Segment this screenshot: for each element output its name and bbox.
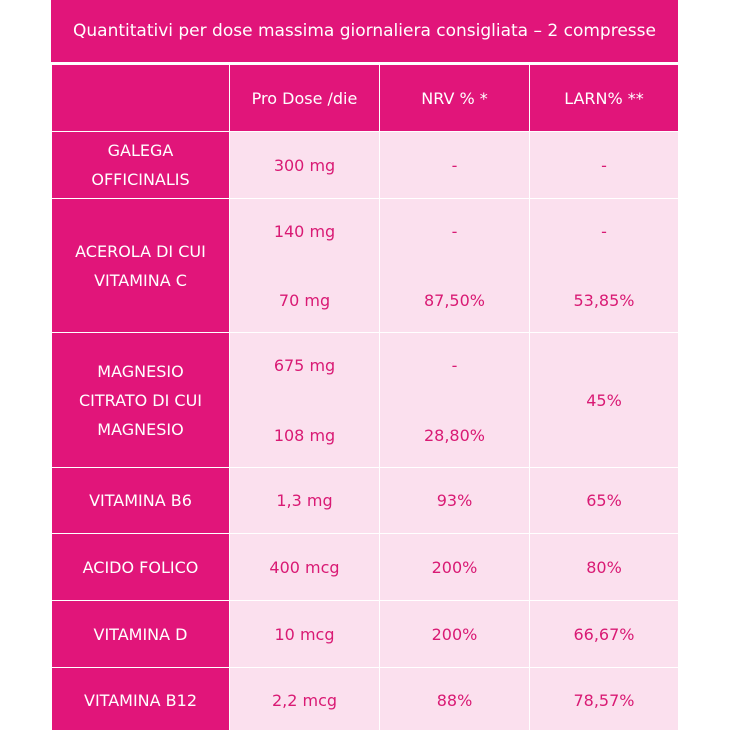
table-row: ACEROLA DI CUI VITAMINA C 140 mg 70 mg -… [51, 198, 678, 333]
larn-cell: - [529, 131, 678, 199]
dose-cell: 2,2 mcg [229, 667, 380, 730]
larn-cell: 66,67% [529, 600, 678, 668]
dose-cell: 675 mg 108 mg [229, 332, 380, 468]
dose-cell: 300 mg [229, 131, 380, 199]
larn-cell: 78,57% [529, 667, 678, 730]
header-dose: Pro Dose /die [229, 64, 380, 132]
nrv-cell: 88% [379, 667, 530, 730]
row-label: ACIDO FOLICO [51, 533, 230, 601]
row-label: ACEROLA DI CUI VITAMINA C [51, 198, 230, 333]
row-label: VITAMINA D [51, 600, 230, 668]
header-nrv: NRV % * [379, 64, 530, 132]
row-label: GALEGA OFFICINALIS [51, 131, 230, 199]
dose-cell: 400 mcg [229, 533, 380, 601]
nrv-cell: - [379, 131, 530, 199]
table-caption: Quantitativi per dose massima giornalier… [51, 0, 678, 64]
row-label: VITAMINA B6 [51, 467, 230, 534]
dose-cell: 1,3 mg [229, 467, 380, 534]
nrv-cell: 93% [379, 467, 530, 534]
nrv-cell: 200% [379, 533, 530, 601]
nutrition-table: Pro Dose /die NRV % * LARN% ** GALEGA OF… [51, 64, 678, 730]
header-empty [51, 64, 230, 132]
header-row: Pro Dose /die NRV % * LARN% ** [51, 64, 678, 132]
table-row: GALEGA OFFICINALIS 300 mg - - [51, 131, 678, 199]
nrv-cell: 200% [379, 600, 530, 668]
nrv-cell: - 28,80% [379, 332, 530, 468]
larn-cell: 80% [529, 533, 678, 601]
dose-cell: 140 mg 70 mg [229, 198, 380, 333]
row-label: MAGNESIO CITRATO DI CUI MAGNESIO [51, 332, 230, 468]
table-row: VITAMINA B6 1,3 mg 93% 65% [51, 467, 678, 534]
nutrition-table-container: Quantitativi per dose massima giornalier… [51, 0, 678, 730]
table-row: VITAMINA B12 2,2 mcg 88% 78,57% [51, 667, 678, 730]
table-row: MAGNESIO CITRATO DI CUI MAGNESIO 675 mg … [51, 332, 678, 468]
larn-cell: - 53,85% [529, 198, 678, 333]
table-row: ACIDO FOLICO 400 mcg 200% 80% [51, 533, 678, 601]
table-row: VITAMINA D 10 mcg 200% 66,67% [51, 600, 678, 668]
dose-cell: 10 mcg [229, 600, 380, 668]
larn-cell: 65% [529, 467, 678, 534]
nrv-cell: - 87,50% [379, 198, 530, 333]
larn-cell: 45% [529, 332, 678, 468]
row-label: VITAMINA B12 [51, 667, 230, 730]
header-larn: LARN% ** [529, 64, 678, 132]
